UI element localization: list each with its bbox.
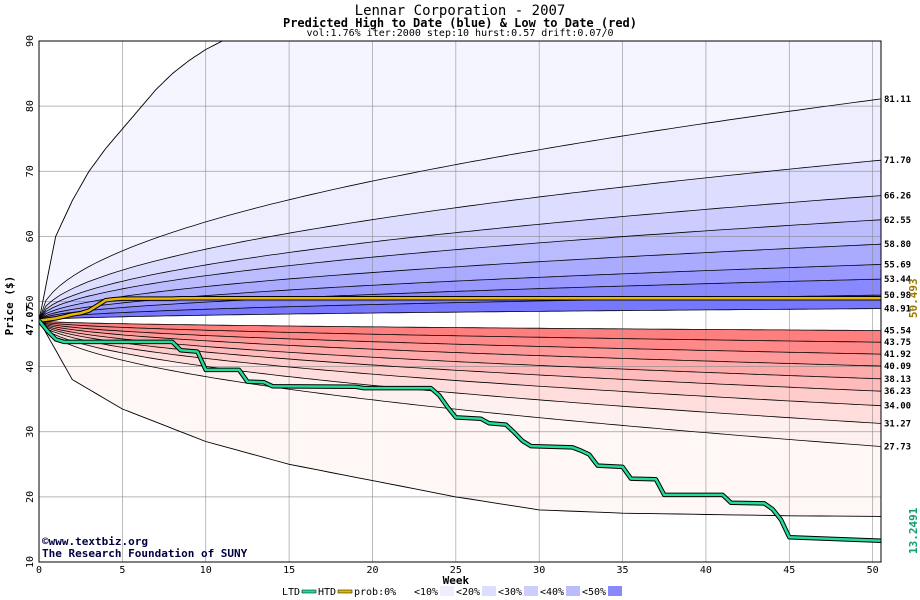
chart-parameters: vol:1.76% iter:2000 step:10 hurst:0.57 d…	[306, 28, 614, 39]
x-tick-label: 35	[617, 565, 629, 576]
legend-htd-label: HTD	[318, 587, 336, 598]
legend-prob-swatch	[482, 586, 496, 596]
band-end-label: 45.54	[884, 327, 912, 337]
band-end-label: 34.00	[884, 402, 911, 412]
band-boundary-line	[39, 320, 881, 407]
band-boundary-line	[39, 243, 881, 321]
band-boundary-line	[39, 219, 881, 321]
x-axis-label: Week	[443, 574, 470, 587]
band-end-label: 50.98	[884, 291, 911, 301]
band-boundary-line	[39, 320, 881, 355]
htd-line	[39, 297, 881, 322]
legend-prob-swatch	[566, 586, 580, 596]
legend-ltd-label: LTD	[282, 587, 300, 598]
plot-frame	[38, 40, 882, 563]
x-tick-label: 0	[36, 565, 42, 576]
band-end-label: 81.11	[884, 95, 911, 105]
band-end-label: 66.26	[884, 192, 911, 202]
current-high-label: 50.493	[907, 278, 920, 318]
band-boundary-line	[39, 320, 881, 380]
credit-website: ©www.textbiz.org	[42, 535, 148, 548]
legend-prob-swatch	[398, 586, 412, 596]
y-tick-label: 60	[25, 230, 36, 242]
band-boundary-line	[39, 320, 881, 343]
band-boundary-line	[39, 98, 881, 321]
band-end-label: 71.70	[884, 156, 911, 166]
band-boundary-line	[39, 320, 881, 331]
legend-prob-label: <10%	[414, 587, 438, 598]
x-tick-label: 25	[450, 565, 462, 576]
band-boundary-line	[39, 195, 881, 321]
extreme-high-line	[39, 41, 223, 321]
legend-ltd-swatch	[301, 589, 317, 594]
y-axis-label: Price ($)	[3, 276, 16, 336]
band-end-label: 55.69	[884, 260, 911, 270]
band-end-label: 27.73	[884, 443, 911, 453]
y-tick-label: 10	[25, 556, 36, 568]
band-end-label: 38.13	[884, 375, 911, 385]
x-tick-label: 15	[283, 565, 295, 576]
band-boundary-line	[39, 308, 881, 321]
band-boundary-line	[39, 159, 881, 321]
legend-prob-label: <40%	[540, 587, 564, 598]
extreme-low-line	[39, 320, 881, 517]
band-boundary-line	[39, 320, 881, 367]
y-tick-label: 50	[25, 295, 36, 307]
legend-prob-swatch	[608, 586, 622, 596]
band-end-label: 43.75	[884, 338, 911, 348]
band-end-label: 36.23	[884, 387, 911, 397]
x-tick-label: 10	[200, 565, 212, 576]
x-tick-label: 50	[867, 565, 879, 576]
band-end-label: 31.27	[884, 419, 911, 429]
x-tick-label: 30	[533, 565, 545, 576]
start-price-label: 47.07	[25, 306, 36, 336]
y-tick-label: 90	[25, 35, 36, 47]
legend-prob-label: <30%	[498, 587, 522, 598]
band-end-label: 62.55	[884, 216, 911, 226]
band-end-label: 40.09	[884, 362, 911, 372]
legend-prob-label: <50%	[582, 587, 606, 598]
band-end-label: 58.80	[884, 240, 911, 250]
ltd-line	[39, 319, 881, 543]
band-boundary-line	[39, 320, 881, 424]
legend-prob-swatch	[524, 586, 538, 596]
band-end-label: 48.91	[884, 305, 911, 315]
legend-prob-label: prob:0%	[354, 587, 396, 598]
y-tick-label: 80	[25, 100, 36, 112]
x-tick-label: 40	[700, 565, 712, 576]
median-band-fill	[39, 308, 881, 331]
x-tick-label: 5	[119, 565, 125, 576]
plot-area	[39, 41, 881, 562]
band-boundary-line	[39, 278, 881, 321]
y-tick-label: 70	[25, 165, 36, 177]
band-end-label: 53.44	[884, 275, 912, 285]
legend-prob-label: <20%	[456, 587, 480, 598]
band-end-label: 41.92	[884, 350, 911, 360]
credit-organization: The Research Foundation of SUNY	[42, 547, 248, 560]
x-tick-label: 45	[783, 565, 795, 576]
y-tick-label: 40	[25, 361, 36, 373]
band-boundary-line	[39, 320, 881, 447]
y-tick-label: 30	[25, 426, 36, 438]
chart-subtitle: Predicted High to Date (blue) & Low to D…	[282, 16, 637, 30]
legend-prob-swatch	[440, 586, 454, 596]
x-tick-label: 20	[366, 565, 378, 576]
y-tick-label: 20	[25, 491, 36, 503]
chart-title: Lennar Corporation - 2007	[354, 3, 566, 19]
current-low-label: 13.2491	[907, 507, 920, 554]
legend-htd-swatch	[337, 589, 353, 594]
